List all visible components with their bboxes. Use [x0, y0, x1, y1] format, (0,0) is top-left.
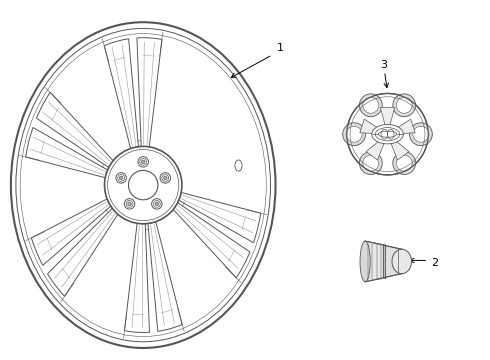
Ellipse shape: [116, 173, 126, 183]
Ellipse shape: [128, 170, 158, 200]
Ellipse shape: [393, 152, 416, 175]
Ellipse shape: [346, 126, 362, 142]
Polygon shape: [360, 119, 382, 134]
Polygon shape: [392, 119, 415, 134]
Ellipse shape: [235, 160, 242, 171]
Ellipse shape: [360, 94, 382, 117]
Ellipse shape: [375, 127, 400, 141]
Ellipse shape: [360, 241, 370, 282]
Polygon shape: [104, 39, 139, 149]
Polygon shape: [124, 223, 149, 333]
Polygon shape: [25, 127, 108, 178]
Ellipse shape: [347, 94, 428, 175]
Polygon shape: [380, 107, 394, 128]
Ellipse shape: [372, 125, 403, 144]
Ellipse shape: [151, 199, 162, 209]
Ellipse shape: [124, 199, 135, 209]
Ellipse shape: [142, 160, 145, 164]
Polygon shape: [384, 245, 402, 278]
Polygon shape: [48, 208, 118, 296]
Ellipse shape: [392, 249, 412, 274]
Ellipse shape: [343, 123, 366, 145]
Ellipse shape: [363, 155, 379, 171]
Text: 1: 1: [276, 43, 284, 53]
Ellipse shape: [164, 176, 167, 180]
Polygon shape: [173, 203, 250, 278]
Text: 2: 2: [431, 257, 439, 267]
Polygon shape: [390, 138, 409, 160]
Ellipse shape: [410, 123, 432, 145]
Ellipse shape: [160, 173, 171, 183]
Ellipse shape: [363, 97, 379, 113]
Ellipse shape: [128, 202, 131, 206]
Polygon shape: [365, 241, 386, 282]
Ellipse shape: [396, 155, 412, 171]
Text: 3: 3: [380, 60, 388, 70]
Ellipse shape: [11, 22, 275, 348]
Ellipse shape: [138, 157, 148, 167]
Polygon shape: [366, 138, 385, 160]
Ellipse shape: [119, 176, 123, 180]
Ellipse shape: [104, 147, 182, 224]
Ellipse shape: [413, 126, 429, 142]
Ellipse shape: [393, 94, 416, 117]
Ellipse shape: [155, 202, 159, 206]
Polygon shape: [148, 222, 182, 332]
Polygon shape: [36, 92, 113, 167]
Ellipse shape: [360, 152, 382, 175]
Polygon shape: [31, 199, 111, 265]
Polygon shape: [179, 193, 261, 243]
Polygon shape: [137, 38, 162, 147]
Ellipse shape: [396, 97, 412, 113]
